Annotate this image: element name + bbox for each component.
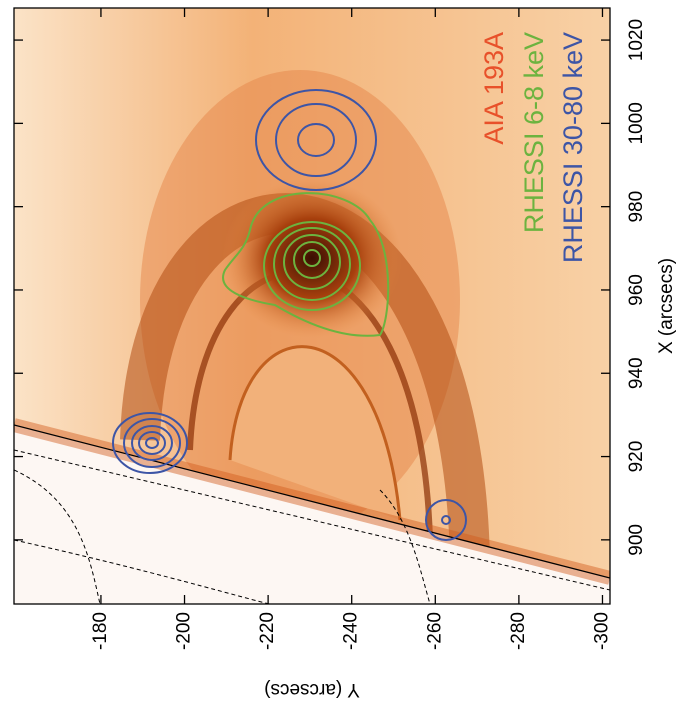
x-tick-label: -240 <box>341 612 362 650</box>
x-tick-label: -220 <box>257 612 278 650</box>
y-tick-label: 960 <box>626 274 647 306</box>
x-tick-label: -300 <box>591 612 612 650</box>
y-tick-label: 1000 <box>626 102 647 144</box>
legend-entry: RHESSI 6-8 keV <box>519 32 549 233</box>
y-tick-label: 1020 <box>626 19 647 61</box>
y-axis-title: X (arcsecs) <box>656 258 677 354</box>
solar-image <box>14 8 610 604</box>
y-tick-label: 920 <box>626 441 647 473</box>
sxr-contours <box>222 192 390 337</box>
y-tick-label: 980 <box>626 191 647 223</box>
x-axis-title: Y (arcsecs) <box>264 679 360 699</box>
y-tick-label: 900 <box>626 524 647 556</box>
x-tick-label: -180 <box>90 612 111 650</box>
hxr-contours <box>112 89 467 541</box>
x-tick-label: -280 <box>508 612 529 650</box>
x-tick-label: -200 <box>174 612 195 650</box>
x-tick-label: -260 <box>424 612 445 650</box>
plot-frame <box>13 7 611 605</box>
legend-entry: AIA 193A <box>479 32 509 145</box>
y-tick-label: 940 <box>626 357 647 389</box>
legend-entry: RHESSI 30-80 keV <box>558 32 588 263</box>
